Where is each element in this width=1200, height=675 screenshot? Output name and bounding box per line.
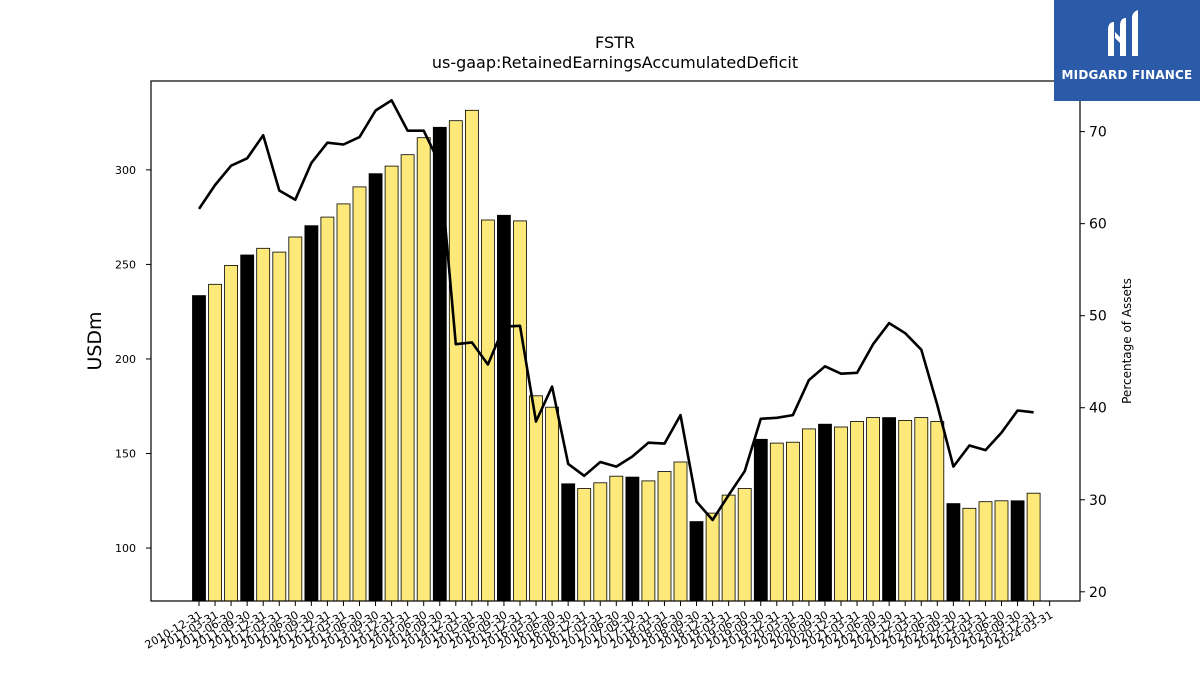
y-tick-label: 200 [115,353,136,366]
y2-tick-label: 70 [1089,125,1107,141]
bar [384,165,399,602]
bar [673,461,688,602]
y2-tick-label: 20 [1089,585,1107,601]
bar [240,254,255,602]
bar [721,494,736,602]
bar [946,503,961,602]
y-tick-label: 250 [115,258,136,271]
bar [577,488,592,602]
bar [689,521,704,602]
bar [753,438,768,602]
bar [336,203,351,602]
bar [513,220,527,602]
y2-tick-label: 40 [1089,401,1107,417]
y2-tick-label: 60 [1089,217,1107,233]
bar [545,406,559,602]
logo-mark-icon [1108,10,1138,56]
y2-tick-label: 50 [1089,309,1107,325]
logo: MIDGARD FINANCE [1054,0,1200,101]
bar [994,500,1009,602]
bar [978,501,993,602]
bar [561,483,576,602]
bar [850,420,864,602]
plot-frame [150,80,1081,602]
chart-title: FSTR [595,33,635,52]
bar [802,428,816,602]
bar [1010,500,1025,602]
bar [320,216,335,602]
bar [352,186,367,602]
y2-axis-label: Percentage of Assets [1120,278,1134,404]
bar [609,475,624,602]
bar [480,219,495,602]
bar [705,512,720,602]
bar [914,417,929,602]
bar [208,283,223,602]
bar [432,126,447,602]
bar [448,120,463,602]
y-tick-label: 300 [115,164,136,177]
chart-subtitle: us-gaap:RetainedEarningsAccumulatedDefic… [432,53,798,72]
bar [464,109,479,602]
bar [496,214,511,602]
y-tick-label: 100 [115,542,136,555]
bar [866,417,880,602]
bar [962,507,977,602]
bar [625,476,640,602]
bar [882,417,896,602]
bar [400,154,415,602]
line-layer [197,99,1034,522]
axes-layer: 2010-12-312011-03-312011-06-302011-09-30… [115,125,1107,652]
bar [593,482,608,602]
bar [657,471,672,602]
bar [529,395,543,602]
bar [898,419,913,602]
bar [1026,492,1041,602]
bar [304,225,319,602]
bar [930,420,945,602]
bar [769,442,784,602]
logo-text: MIDGARD FINANCE [1061,68,1193,82]
y-axis-label: USDm [84,311,106,370]
bar [256,247,271,602]
bar [834,426,848,602]
bar [368,173,383,602]
y-tick-label: 150 [115,448,136,461]
bar [641,480,656,602]
bar [737,488,752,602]
bars-layer [192,109,1041,602]
bar [192,295,206,602]
bar [416,137,431,602]
percentage-line [197,99,1034,522]
bar [272,251,287,602]
bar [224,264,239,602]
y2-tick-label: 30 [1089,493,1107,509]
bar [786,441,800,602]
bar [818,423,832,602]
bar [288,236,303,602]
